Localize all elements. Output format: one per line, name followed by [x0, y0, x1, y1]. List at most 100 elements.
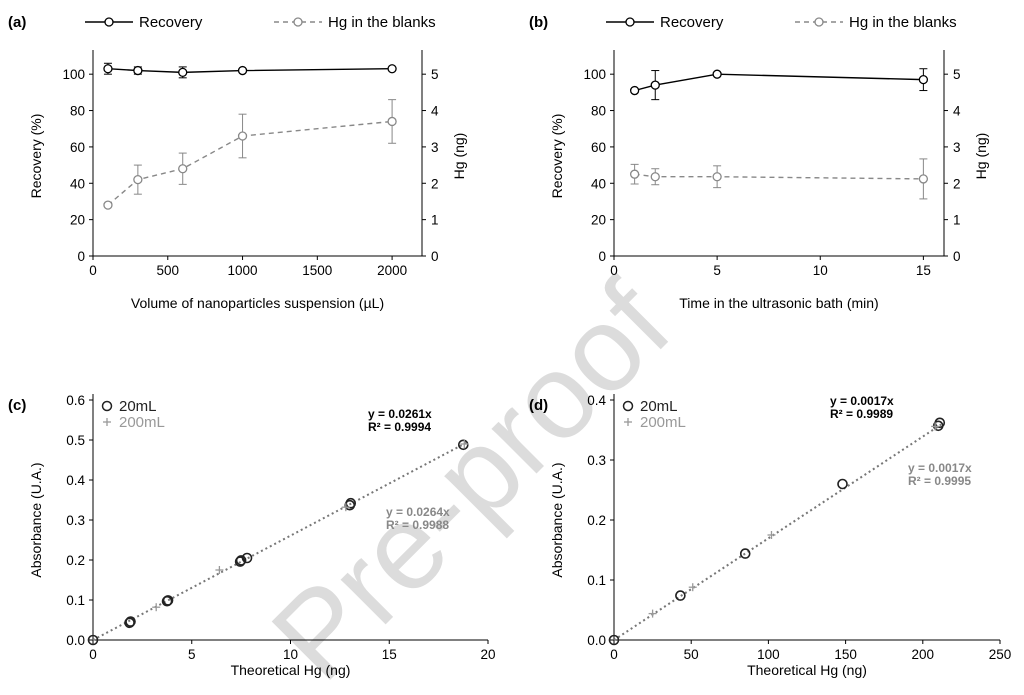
x-tick-label: 20: [480, 647, 495, 662]
x-tick-label: 15: [382, 647, 397, 662]
data-point: [629, 85, 640, 96]
fit-line: [613, 421, 945, 641]
data-point: [767, 531, 776, 539]
data-point: [931, 422, 940, 431]
data-point: [103, 64, 113, 74]
y2-tick-label: 4: [953, 104, 961, 119]
legend-label: 200mL: [119, 414, 165, 431]
x-tick-label: 50: [684, 647, 699, 662]
legend-marker: [814, 17, 824, 27]
y-tick-label: 0.2: [587, 513, 606, 528]
y2-tick-label: 0: [431, 249, 439, 264]
x-tick-label: 150: [834, 647, 857, 662]
legend-marker: [104, 17, 114, 27]
x-tick-label: 0: [89, 263, 97, 278]
data-point: [178, 164, 188, 174]
data-point: [87, 634, 99, 646]
data-point: [712, 172, 722, 182]
data-point: [162, 595, 174, 606]
data-point: [124, 617, 135, 629]
legend-label: Recovery: [660, 14, 724, 31]
data-point: [133, 174, 143, 185]
y2-tick-label: 1: [431, 213, 439, 228]
fit-equation: y = 0.0017x: [908, 461, 972, 475]
y-tick-label: 0: [77, 249, 85, 264]
y-tick-label: 0: [598, 249, 606, 264]
x-tick-label: 5: [713, 263, 721, 278]
y-tick-label: 20: [591, 213, 606, 228]
x-tick-label: 10: [283, 647, 298, 662]
fit-equation: y = 0.0264x: [386, 505, 450, 519]
legend-marker: [622, 400, 634, 412]
y-tick-label: 60: [591, 140, 606, 155]
y-tick-label: 60: [70, 140, 85, 155]
y-tick-label: 20: [70, 213, 85, 228]
y2-tick-label: 5: [953, 67, 961, 82]
data-point: [648, 609, 657, 618]
legend: Recovery Hg in the blanks: [606, 14, 957, 31]
y2-tick-label: 5: [431, 67, 439, 82]
chart-panel-a: (a)0 500 1000 1500 2000020406080100012345Vol…: [8, 14, 467, 311]
chart-panel-b: (b) 0 5 10 15 0 20 40 60 80 100 0 1 2 3 4 5 Time in the u…: [529, 14, 989, 311]
legend-label: 20mL: [640, 398, 678, 415]
legend-marker: [293, 17, 303, 27]
data-point: [103, 200, 113, 210]
data-point: [341, 503, 350, 512]
y-tick-label: 0.1: [66, 593, 85, 608]
y2-tick-label: 3: [431, 140, 439, 155]
data-point: [460, 440, 469, 448]
chart-panel-d: (d) 0 50 100 150 200 250 0.0 0.1 0.2 0.3 0.4 Theoret…: [529, 393, 1011, 678]
y-tick-label: 0.3: [587, 453, 606, 468]
x-tick-label: 200: [912, 647, 935, 662]
legend-marker: [101, 400, 113, 412]
y-tick-label: 40: [591, 176, 606, 191]
data-point: [650, 80, 660, 90]
x-tick-label: 500: [157, 263, 180, 278]
fit-equation: y = 0.0261x: [368, 407, 432, 421]
x-tick-label: 0: [89, 647, 97, 662]
data-point: [712, 69, 722, 79]
y-tick-label: 100: [62, 67, 85, 82]
series-line-0: [107, 68, 393, 74]
y2-axis-label: Hg (ng): [451, 133, 467, 180]
x-tick-label: 0: [610, 263, 618, 278]
x-tick-label: 5: [188, 647, 196, 662]
panel-label: (b): [529, 14, 548, 31]
x-axis-label: Volume of nanoparticles suspension (µL): [131, 295, 384, 311]
x-tick-label: 0: [610, 647, 618, 662]
x-axis-label: Theoretical Hg (ng): [747, 662, 867, 678]
panel-label: (d): [529, 397, 548, 414]
data-point: [387, 116, 397, 127]
data-point: [688, 583, 697, 592]
series-line-0: [634, 73, 924, 92]
data-point: [125, 616, 136, 627]
y-tick-label: 0.4: [587, 393, 606, 408]
y2-tick-label: 3: [953, 140, 961, 155]
y2-tick-label: 2: [431, 176, 439, 191]
data-point: [837, 478, 848, 490]
x-tick-label: 100: [757, 647, 780, 662]
y-tick-label: 40: [70, 176, 85, 191]
y-tick-label: 80: [591, 104, 606, 119]
data-point: [133, 65, 143, 76]
data-point: [387, 64, 397, 74]
legend-label: 200mL: [640, 414, 686, 431]
x-tick-label: 2000: [377, 263, 407, 278]
y-tick-label: 80: [70, 104, 85, 119]
x-tick-label: 1000: [228, 263, 258, 278]
data-point: [629, 169, 640, 179]
panel-label: (a): [8, 14, 26, 31]
x-tick-label: 250: [989, 647, 1012, 662]
fit-r2: R² = 0.9988: [386, 518, 449, 532]
y-tick-label: 0.1: [587, 573, 606, 588]
fit-r2: R² = 0.9995: [908, 474, 971, 488]
data-point: [215, 566, 224, 574]
panel-label: (c): [8, 397, 26, 414]
y2-tick-label: 0: [953, 249, 961, 264]
y-tick-label: 0.5: [66, 433, 85, 448]
